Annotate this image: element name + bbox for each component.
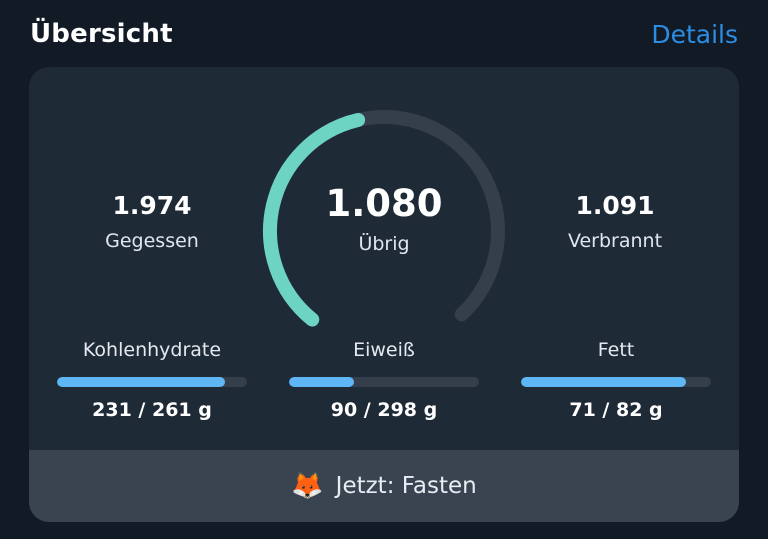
remaining-value: 1.080 xyxy=(325,182,443,225)
macro-protein: Eiweiß 90 / 298 g xyxy=(289,339,479,421)
eaten-value: 1.974 xyxy=(112,191,192,220)
eaten-stat: 1.974 Gegessen xyxy=(52,191,252,252)
calorie-ring xyxy=(263,110,505,327)
macro-carbs-bar xyxy=(57,377,247,387)
macro-carbs: Kohlenhydrate 231 / 261 g xyxy=(57,339,247,421)
eaten-label: Gegessen xyxy=(105,230,199,252)
macro-carbs-fill xyxy=(57,377,226,387)
ring-progress xyxy=(263,112,366,327)
remaining-stat: 1.080 Übrig xyxy=(284,182,484,255)
summary-card[interactable]: 1.974 Gegessen 1.080 Übrig 1.091 Verbran… xyxy=(29,67,739,522)
fasting-status-bar[interactable]: 🦊 Jetzt: Fasten xyxy=(29,450,739,522)
macro-protein-amount: 90 / 298 g xyxy=(330,399,438,421)
macro-protein-fill xyxy=(289,377,354,387)
macro-fat: Fett 71 / 82 g xyxy=(521,339,711,421)
burned-stat: 1.091 Verbrannt xyxy=(515,191,715,252)
details-link[interactable]: Details xyxy=(651,19,738,49)
header: Übersicht Details xyxy=(30,14,738,54)
macro-carbs-name: Kohlenhydrate xyxy=(82,339,222,361)
fasting-status-text: Jetzt: Fasten xyxy=(335,473,477,499)
burned-value: 1.091 xyxy=(575,191,655,220)
macro-protein-bar xyxy=(289,377,479,387)
macro-fat-bar xyxy=(521,377,711,387)
macro-carbs-amount: 231 / 261 g xyxy=(92,399,212,421)
page-title: Übersicht xyxy=(30,19,173,49)
macro-fat-name: Fett xyxy=(597,339,635,361)
burned-label: Verbrannt xyxy=(567,230,663,252)
macro-fat-amount: 71 / 82 g xyxy=(569,399,663,421)
remaining-label: Übrig xyxy=(358,233,410,255)
macro-fat-fill xyxy=(521,377,686,387)
macro-protein-name: Eiweiß xyxy=(353,339,415,361)
fox-icon: 🦊 xyxy=(291,471,324,501)
